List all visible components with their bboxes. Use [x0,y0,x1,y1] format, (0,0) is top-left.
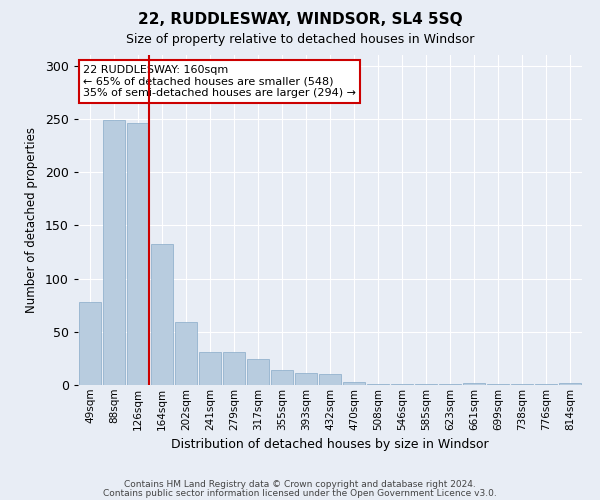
Bar [559,383,581,385]
Bar [439,384,461,385]
X-axis label: Distribution of detached houses by size in Windsor: Distribution of detached houses by size … [171,438,489,451]
Bar [511,384,533,385]
Text: Size of property relative to detached houses in Windsor: Size of property relative to detached ho… [126,32,474,46]
Bar [271,370,293,385]
Text: 22, RUDDLESWAY, WINDSOR, SL4 5SQ: 22, RUDDLESWAY, WINDSOR, SL4 5SQ [137,12,463,28]
Bar [463,383,485,385]
Text: 22 RUDDLESWAY: 160sqm
← 65% of detached houses are smaller (548)
35% of semi-det: 22 RUDDLESWAY: 160sqm ← 65% of detached … [83,65,356,98]
Bar [415,384,437,385]
Text: Contains HM Land Registry data © Crown copyright and database right 2024.: Contains HM Land Registry data © Crown c… [124,480,476,489]
Bar [151,244,173,385]
Bar [295,374,317,385]
Bar [223,352,245,385]
Bar [103,120,125,385]
Bar [319,374,341,385]
Bar [175,322,197,385]
Bar [487,384,509,385]
Bar [247,360,269,385]
Bar [199,352,221,385]
Y-axis label: Number of detached properties: Number of detached properties [25,127,38,313]
Bar [535,384,557,385]
Bar [343,382,365,385]
Bar [391,384,413,385]
Bar [79,302,101,385]
Bar [127,123,149,385]
Text: Contains public sector information licensed under the Open Government Licence v3: Contains public sector information licen… [103,488,497,498]
Bar [367,384,389,385]
